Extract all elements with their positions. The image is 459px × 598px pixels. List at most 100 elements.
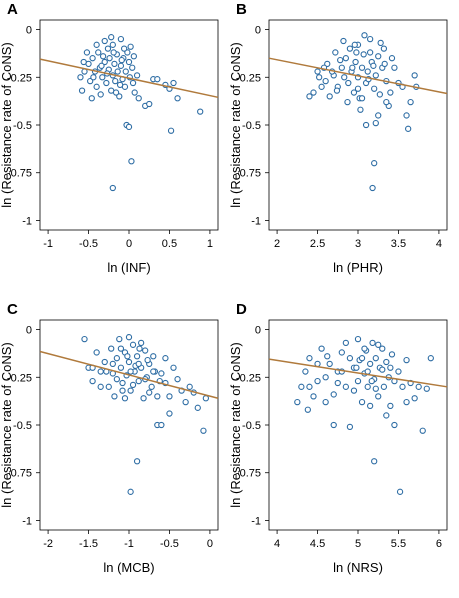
data-point [314, 68, 321, 75]
data-point [97, 368, 104, 375]
data-point [345, 79, 352, 87]
data-point [399, 383, 406, 390]
data-point [140, 395, 147, 402]
data-point [318, 345, 325, 352]
x-tick-label: 5 [355, 538, 361, 550]
data-point [333, 87, 341, 94]
data-point [109, 184, 116, 192]
data-point [302, 368, 309, 375]
data-point [372, 119, 379, 127]
data-point [137, 339, 145, 347]
data-point [342, 339, 350, 347]
data-point [117, 364, 125, 371]
x-tick-label: 5.5 [391, 538, 406, 550]
data-point [170, 79, 177, 87]
data-point [111, 393, 118, 400]
data-point [194, 404, 201, 411]
data-point [294, 398, 301, 406]
data-point [110, 49, 117, 56]
data-point [166, 410, 173, 417]
data-point [131, 89, 138, 96]
data-point [306, 355, 313, 362]
data-point [101, 358, 108, 366]
data-point [197, 108, 204, 115]
data-point [316, 74, 323, 81]
data-point [427, 355, 434, 362]
data-point [95, 49, 102, 56]
y-tick-label: -0.75 [236, 468, 261, 480]
data-point [380, 45, 388, 52]
data-point [127, 43, 134, 50]
data-point [324, 353, 331, 360]
data-point [90, 74, 97, 81]
data-point [117, 35, 125, 43]
plot-frame [39, 319, 219, 531]
data-point [342, 55, 350, 62]
data-point [108, 345, 115, 352]
data-point [332, 49, 339, 56]
data-point [350, 89, 358, 96]
y-tick-label: -0.75 [7, 168, 32, 180]
x-tick-label: 0 [207, 538, 213, 550]
data-point [379, 366, 386, 373]
data-point [381, 60, 388, 68]
data-point [403, 398, 410, 406]
scatter-points [81, 334, 210, 495]
data-point [419, 427, 426, 434]
data-point [346, 45, 354, 52]
x-axis-title: ln (INF) [107, 260, 150, 275]
data-point [387, 364, 394, 371]
data-point [146, 100, 153, 108]
data-point [146, 389, 153, 396]
data-point [350, 387, 358, 394]
data-point [88, 95, 95, 102]
data-point [354, 85, 362, 92]
y-tick-label: -0.75 [236, 168, 261, 180]
data-point [135, 377, 142, 385]
data-point [133, 72, 141, 79]
plot-frame [268, 319, 448, 531]
y-tick-label: -0.25 [7, 72, 32, 84]
data-point [391, 421, 398, 429]
data-point [371, 85, 378, 92]
data-point [109, 360, 116, 368]
data-point [106, 55, 113, 62]
trend-line [39, 350, 219, 399]
y-tick-label: -0.5 [242, 120, 261, 132]
data-point [358, 95, 366, 102]
data-point [99, 74, 106, 81]
data-point [423, 385, 430, 392]
data-point [395, 368, 402, 375]
data-point [112, 77, 119, 85]
data-point [344, 98, 351, 106]
x-tick-label: 6 [436, 538, 442, 550]
data-point [372, 72, 379, 79]
data-point [130, 53, 138, 60]
data-point [154, 76, 161, 83]
data-point [322, 77, 329, 85]
y-axis-title: ln (Resistance rate of CoNS) [0, 342, 14, 507]
data-point [306, 383, 313, 390]
data-point [101, 58, 108, 66]
data-point [364, 368, 371, 375]
data-point [371, 160, 378, 167]
data-point [354, 335, 362, 343]
y-tick-label: 0 [26, 25, 32, 37]
data-point [99, 53, 107, 60]
data-point [80, 58, 87, 66]
data-point [119, 379, 126, 387]
y-tick-label: -1 [22, 215, 32, 227]
y-tick-label: 0 [255, 325, 261, 337]
x-tick-label: 2 [274, 238, 280, 250]
data-point [136, 345, 143, 352]
data-point [380, 383, 388, 390]
data-point [124, 49, 131, 56]
data-point [133, 458, 141, 465]
data-point [403, 112, 410, 119]
x-tick-label: 1 [207, 238, 213, 250]
x-tick-label: 4 [274, 538, 280, 550]
panel-b: B0 -0.25 -0.5 -0.75 -1 2 2.5 3 3.5 4 ln (PHR) ln (R… [228, 1, 448, 275]
y-tick-label: -1 [251, 215, 261, 227]
data-point [150, 368, 157, 375]
